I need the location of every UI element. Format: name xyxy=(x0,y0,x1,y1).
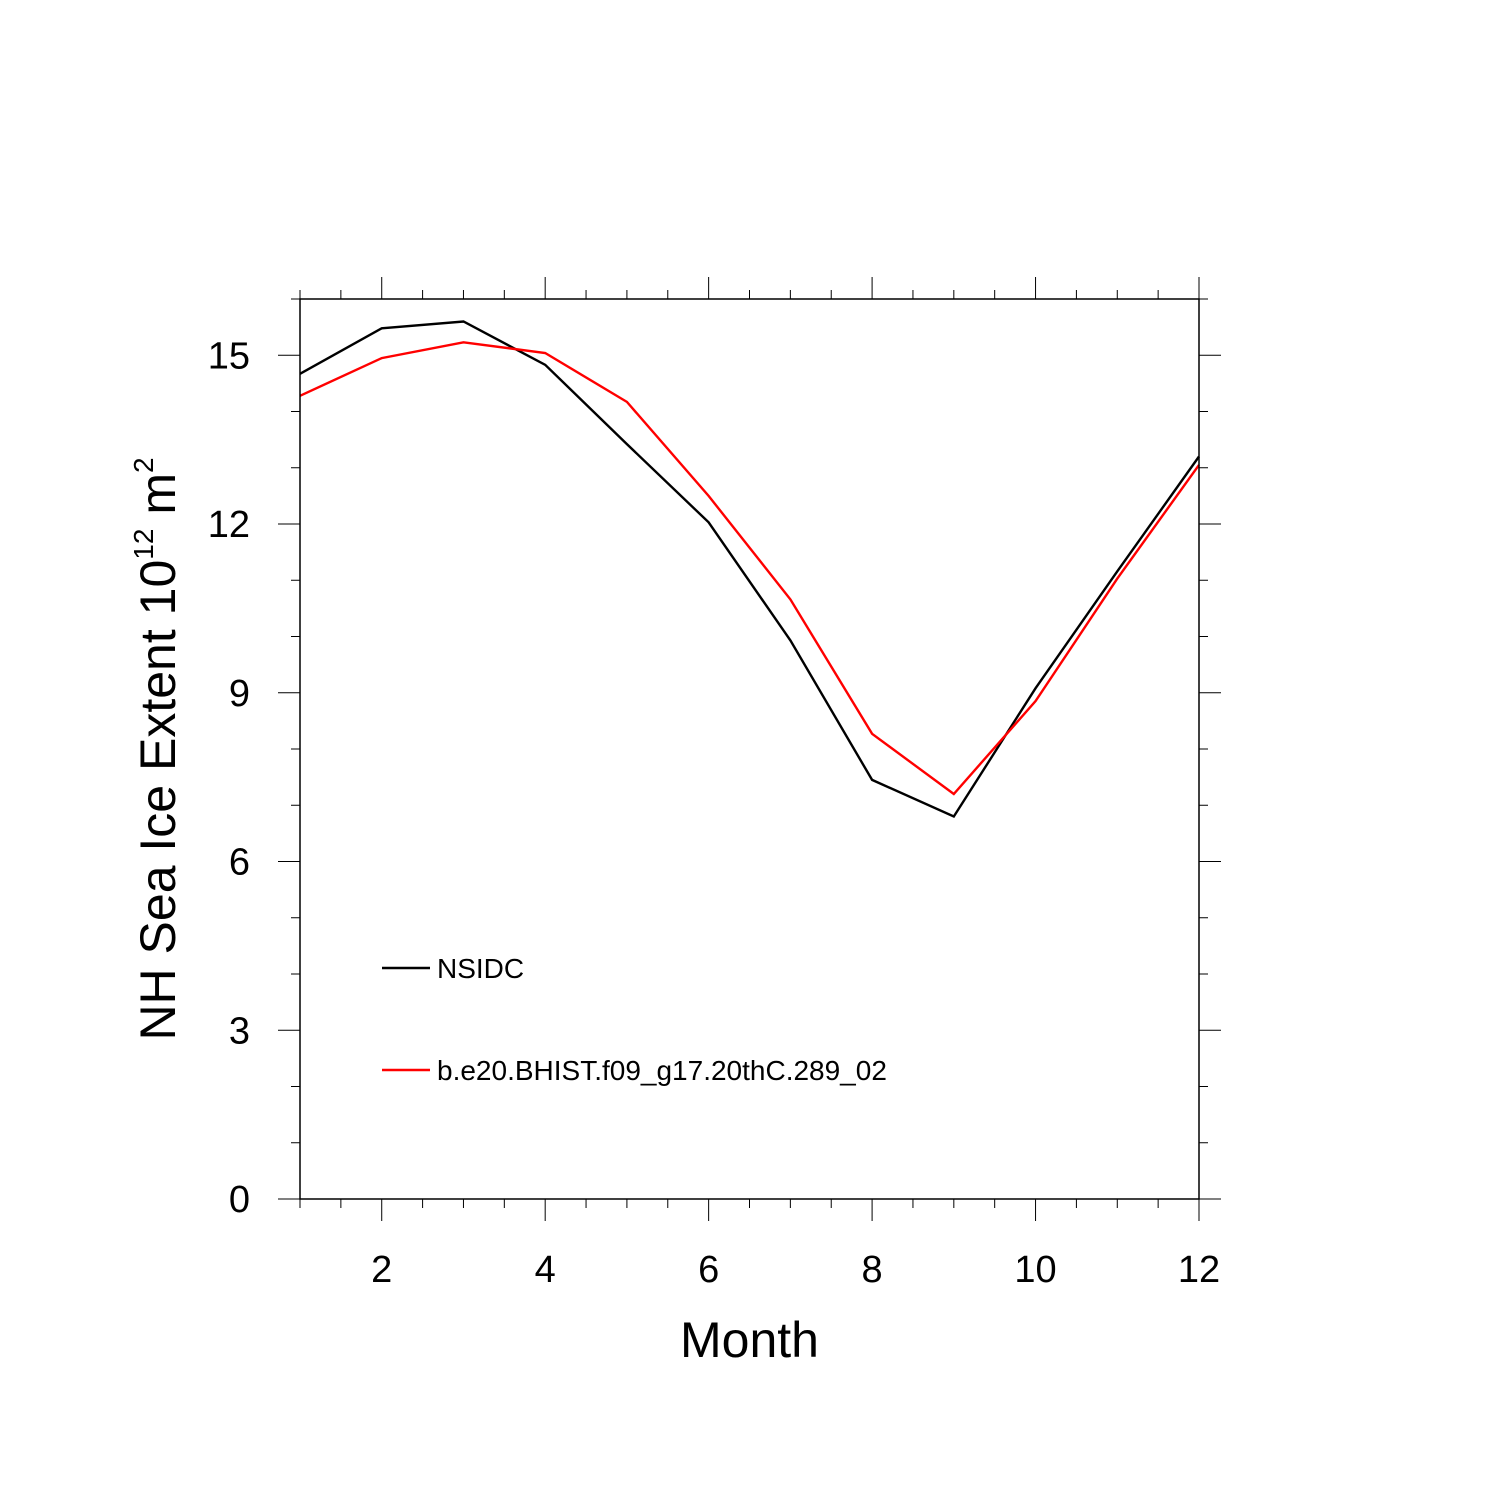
series-line-1 xyxy=(299,320,1200,819)
plot-frame xyxy=(299,298,1200,1200)
legend: NSIDC b.e20.BHIST.f09_g17.20thC.289_02 xyxy=(382,953,887,1086)
y-tick-label: 9 xyxy=(229,673,250,715)
y-axis-title-unit: m xyxy=(130,473,186,529)
x-tick-label: 10 xyxy=(1014,1249,1056,1291)
y-tick-label: 12 xyxy=(208,504,250,546)
y-axis-title-exponent: 12 xyxy=(128,529,159,560)
y-axis-title: NH Sea Ice Extent 1012 m2 xyxy=(128,457,186,1040)
x-tick-label: 12 xyxy=(1178,1249,1220,1291)
legend-label-2: b.e20.BHIST.f09_g17.20thC.289_02 xyxy=(437,1055,887,1086)
y-axis-title-unit-exponent: 2 xyxy=(128,457,159,473)
y-tick-label: 6 xyxy=(229,842,250,884)
series-line-2 xyxy=(299,341,1200,796)
y-tick-label: 15 xyxy=(208,335,250,377)
y-tick-label: 0 xyxy=(229,1179,250,1221)
axis-tick-labels: 2 4 6 8 10 12 0 3 6 9 12 15 xyxy=(208,335,1220,1291)
legend-label-1: NSIDC xyxy=(437,953,524,984)
axis-ticks xyxy=(278,277,1221,1221)
x-tick-label: 8 xyxy=(862,1249,883,1291)
y-tick-label: 3 xyxy=(229,1010,250,1052)
x-tick-label: 2 xyxy=(371,1249,392,1291)
series-lines xyxy=(299,320,1200,819)
x-tick-label: 6 xyxy=(698,1249,719,1291)
x-axis-title: Month xyxy=(680,1312,819,1368)
x-tick-label: 4 xyxy=(535,1249,556,1291)
y-axis-title-base: NH Sea Ice Extent 10 xyxy=(130,560,186,1041)
